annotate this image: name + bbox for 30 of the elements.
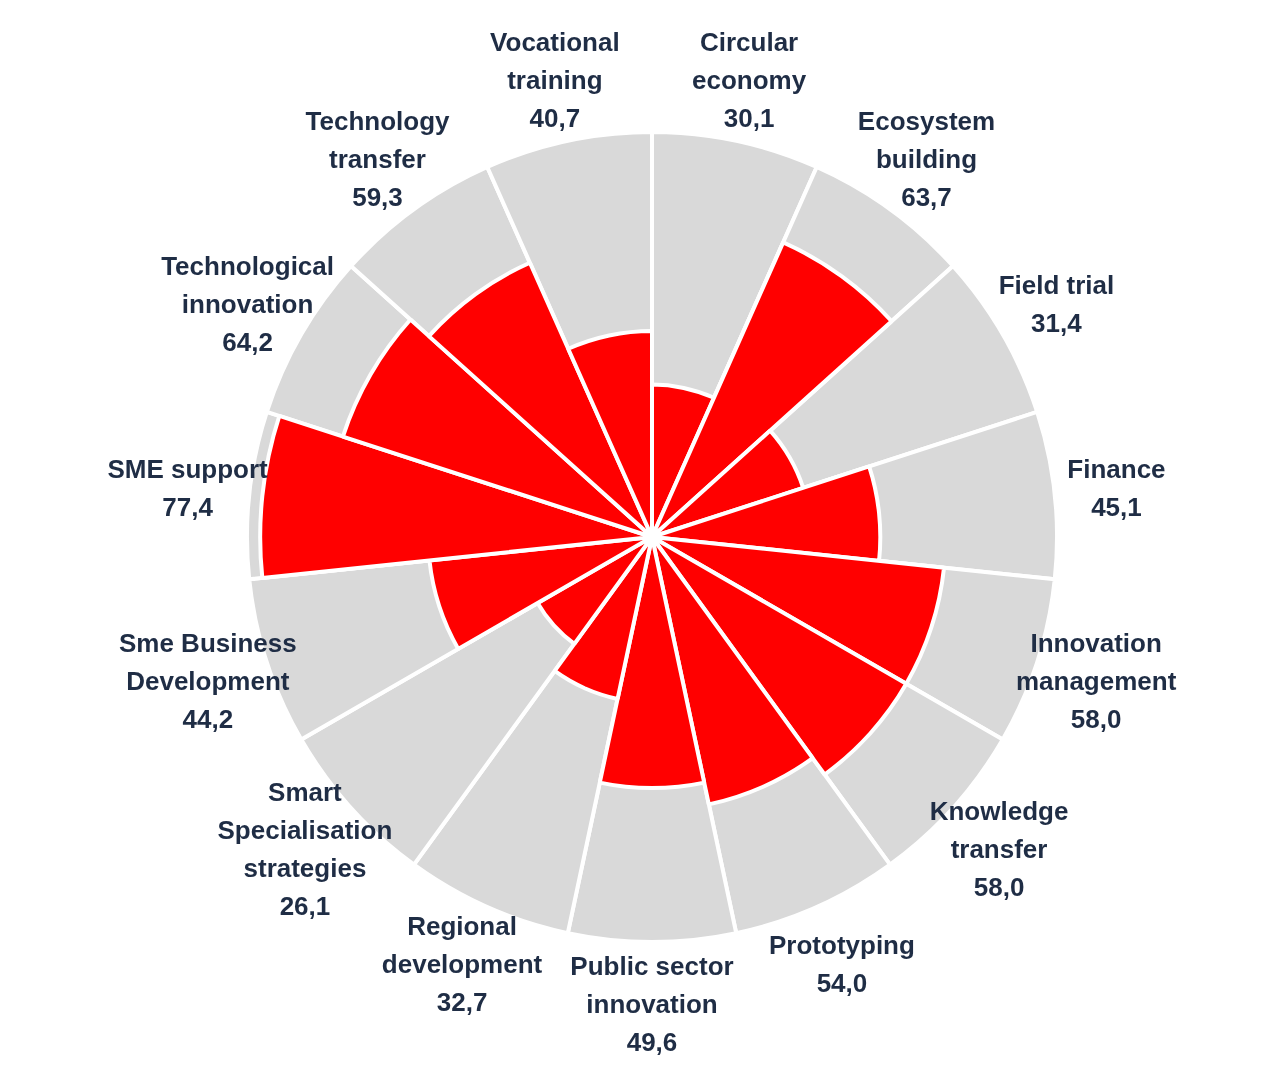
category-label: Innovation management <box>1015 628 1177 697</box>
category-label: Technological innovation <box>161 250 334 319</box>
data-label: 63,7 <box>901 182 952 213</box>
data-label: 54,0 <box>816 967 868 998</box>
data-label: 58,0 <box>1070 704 1122 735</box>
data-label: 30,1 <box>723 103 775 134</box>
category-label: Field trial <box>998 269 1115 300</box>
data-label: 64,2 <box>222 326 273 357</box>
data-label: 40,7 <box>529 103 581 134</box>
data-label: 59,3 <box>352 182 403 213</box>
category-label: Smart Specialisation strategies <box>217 777 393 884</box>
data-label: 32,7 <box>436 986 488 1017</box>
data-label: 77,4 <box>162 492 213 523</box>
category-label: Public sector innovation <box>570 951 734 1019</box>
data-label: 44,2 <box>182 704 234 735</box>
category-label: Circular economy <box>692 27 807 96</box>
category-label: Vocational training <box>490 27 620 96</box>
category-label: Technology transfer <box>305 106 450 175</box>
category-label: Sme Business Development <box>118 628 297 697</box>
category-label: Knowledge transfer <box>929 796 1069 865</box>
category-label: Finance <box>1067 454 1166 485</box>
category-label: Prototyping <box>769 929 915 960</box>
category-label: Ecosystem building <box>857 106 996 175</box>
data-label: 49,6 <box>626 1027 678 1057</box>
data-label: 31,4 <box>1031 307 1082 338</box>
data-label: 26,1 <box>279 891 331 922</box>
data-label: 45,1 <box>1091 492 1142 523</box>
data-label: 58,0 <box>973 872 1025 903</box>
category-label: SME support <box>107 454 268 485</box>
category-label: Regional development <box>381 910 543 979</box>
